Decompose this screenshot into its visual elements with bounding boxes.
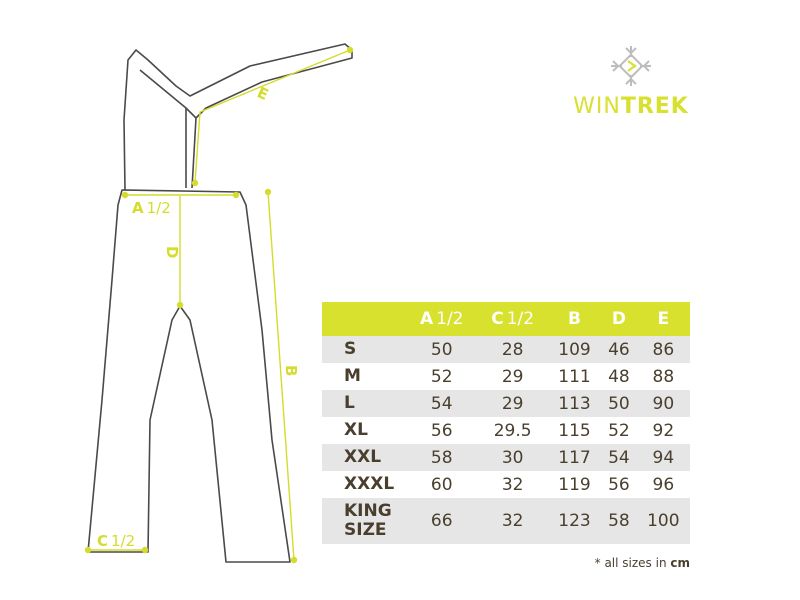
table-cell: 58 bbox=[406, 444, 478, 471]
column-header: A 1/2 bbox=[406, 302, 478, 336]
table-cell: 54 bbox=[601, 444, 637, 471]
size-label: M bbox=[344, 366, 361, 386]
table-cell: 113 bbox=[547, 390, 602, 417]
table-cell: 96 bbox=[652, 474, 675, 495]
table-cell: 52 bbox=[430, 366, 453, 387]
column-header bbox=[322, 302, 406, 336]
label-b: B bbox=[282, 365, 300, 376]
table-cell: 54 bbox=[406, 390, 478, 417]
table-cell: 60 bbox=[430, 474, 453, 495]
column-header: D bbox=[601, 302, 637, 336]
column-header: C 1/2 bbox=[477, 302, 548, 336]
table-cell: 50 bbox=[601, 390, 637, 417]
size-label: XXL bbox=[322, 444, 406, 471]
table-row: M 52 29 111 48 88 bbox=[322, 363, 690, 390]
label-c: C 1/2 bbox=[97, 532, 135, 550]
table-cell: 32 bbox=[477, 498, 548, 544]
table-cell: 29.5 bbox=[493, 420, 532, 441]
table-cell: 32 bbox=[501, 474, 524, 495]
size-label: S bbox=[322, 336, 406, 363]
size-label: XXXL bbox=[344, 474, 395, 494]
table-cell: 117 bbox=[547, 444, 602, 471]
table-cell: 52 bbox=[608, 420, 630, 441]
table-cell: 56 bbox=[430, 420, 453, 441]
footnote: * all sizes in cm bbox=[594, 556, 690, 570]
label-d: D bbox=[163, 246, 181, 258]
table-row: XXL 58 30 117 54 94 bbox=[322, 444, 690, 471]
table-cell: 111 bbox=[558, 366, 591, 387]
size-table: A 1/2 C 1/2 B D E S 50 28 109 46 86 M 52 29 111 48 88 L 54 2… bbox=[322, 302, 690, 544]
column-header: B bbox=[547, 302, 602, 336]
table-header-row: A 1/2 C 1/2 B D E bbox=[322, 302, 690, 336]
table-cell: 29 bbox=[501, 366, 524, 387]
table-cell: 100 bbox=[636, 498, 690, 544]
table-row: XL 56 29.5 115 52 92 bbox=[322, 417, 690, 444]
table-cell: 86 bbox=[636, 336, 690, 363]
table-cell: 123 bbox=[547, 498, 602, 544]
size-label: XL bbox=[344, 420, 368, 440]
table-cell: 90 bbox=[636, 390, 690, 417]
table-cell: 92 bbox=[652, 420, 675, 441]
table-cell: 66 bbox=[406, 498, 478, 544]
size-label: L bbox=[322, 390, 406, 417]
column-header: E bbox=[636, 302, 690, 336]
table-row: S 50 28 109 46 86 bbox=[322, 336, 690, 363]
table-cell: 50 bbox=[406, 336, 478, 363]
table-cell: 109 bbox=[547, 336, 602, 363]
label-e: E bbox=[254, 83, 271, 104]
table-cell: 56 bbox=[608, 474, 630, 495]
table-row: KING SIZE 66 32 123 58 100 bbox=[322, 498, 690, 544]
table-cell: 58 bbox=[601, 498, 637, 544]
size-label: KING SIZE bbox=[322, 498, 406, 544]
table-cell: 119 bbox=[558, 474, 591, 495]
table-cell: 115 bbox=[558, 420, 591, 441]
wintrek-logo: WINTREK bbox=[566, 44, 696, 119]
dimension-lines bbox=[84, 46, 354, 564]
table-cell: 48 bbox=[608, 366, 630, 387]
table-cell: 46 bbox=[601, 336, 637, 363]
table-cell: 28 bbox=[477, 336, 548, 363]
table-cell: 94 bbox=[636, 444, 690, 471]
table-cell: 30 bbox=[477, 444, 548, 471]
table-cell: 29 bbox=[477, 390, 548, 417]
label-a: A 1/2 bbox=[132, 199, 171, 217]
snowflake-icon bbox=[611, 46, 651, 86]
table-cell: 88 bbox=[652, 366, 675, 387]
table-row: XXXL 60 32 119 56 96 bbox=[322, 471, 690, 498]
pants-outline bbox=[87, 43, 353, 563]
table-row: L 54 29 113 50 90 bbox=[322, 390, 690, 417]
